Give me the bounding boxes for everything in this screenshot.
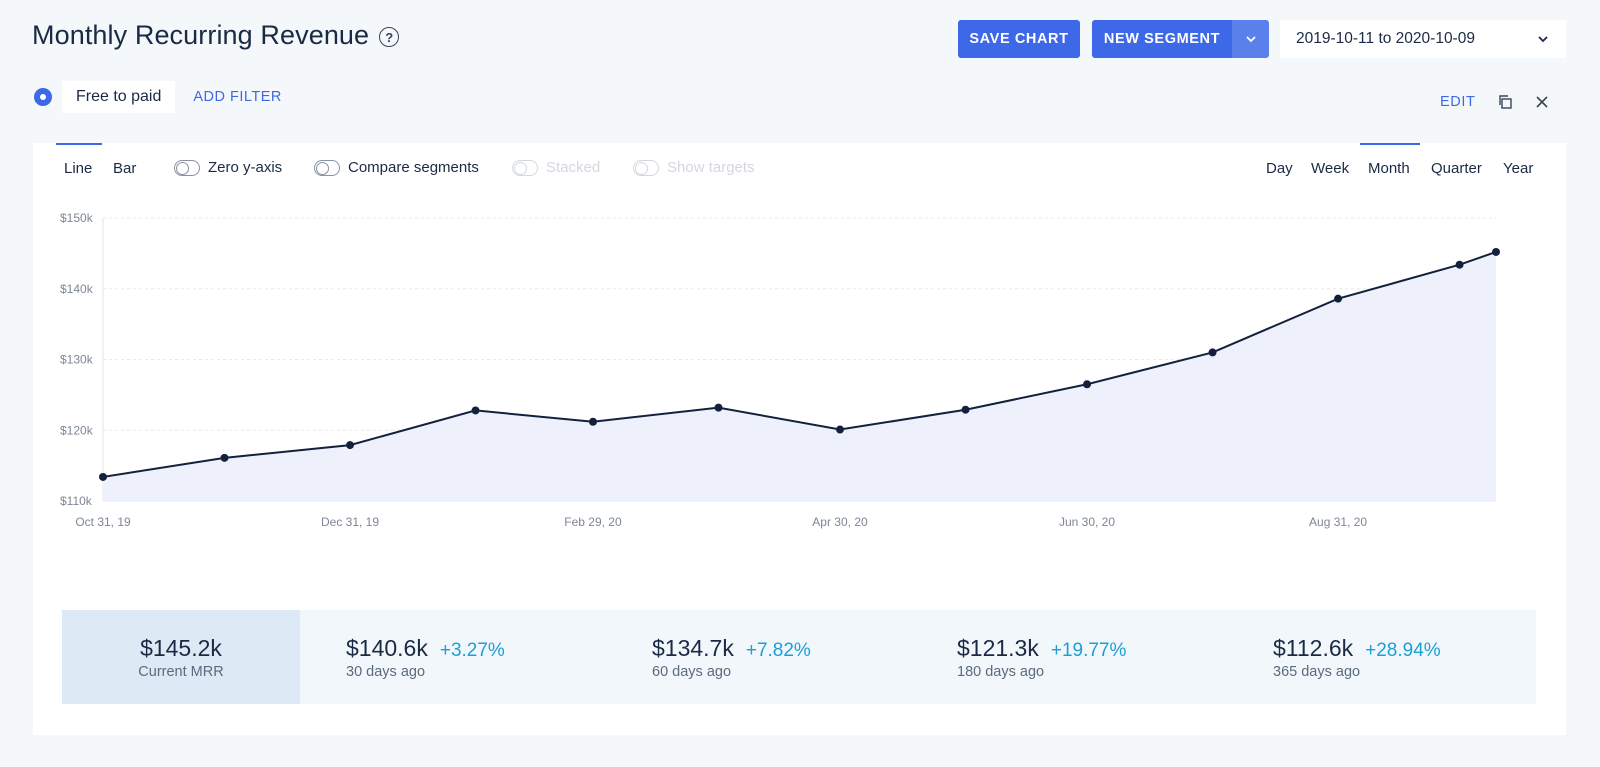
stats-bar: $145.2k Current MRR $140.6k +3.27% 30 day… [62,610,1536,704]
new-segment-dropdown-button[interactable] [1232,20,1269,58]
stat-change: +19.77% [1050,639,1127,661]
stat-label: 30 days ago [346,663,426,680]
page-title: Monthly Recurring Revenue [32,20,370,50]
close-icon[interactable] [1535,95,1549,109]
data-point[interactable] [99,472,107,481]
data-point[interactable] [1455,260,1464,269]
stat-60-days: $134.7k +7.82% 60 days ago [652,610,811,704]
tab-month[interactable]: Month [1368,160,1410,177]
y-tick-label: $150k [60,211,94,225]
tab-week[interactable]: Week [1311,160,1350,177]
tab-quarter[interactable]: Quarter [1431,160,1482,177]
add-filter-link[interactable]: ADD FILTER [193,89,282,105]
stat-label: 365 days ago [1273,663,1361,680]
mrr-chart[interactable]: $110k $120k $130k $140k $150k Oct 31, 19 Dec 3… [33,203,1566,543]
tab-day[interactable]: Day [1266,160,1293,177]
toggle-label: Show targets [667,159,755,176]
toggle-label: Zero y-axis [208,159,283,176]
stat-365-days: $112.6k +28.94% 365 days ago [1273,610,1441,704]
data-point[interactable] [346,441,355,450]
toggle-label: Compare segments [348,159,479,176]
toggle-show-targets: Show targets [633,159,755,176]
stat-change: +7.82% [745,639,811,661]
date-range-select[interactable]: 2019-10-11 to 2020-10-09 [1280,20,1566,58]
stat-value: $134.7k [652,634,734,661]
toggle-switch[interactable] [174,159,200,176]
y-tick-label: $130k [60,353,94,367]
chart-toolbar: Line Bar Zero y-axis Compare segments St… [33,143,1566,191]
stat-label: 180 days ago [957,663,1045,680]
y-tick-label: $120k [60,423,94,437]
data-point[interactable] [835,425,844,434]
data-point[interactable] [1083,380,1092,389]
data-point[interactable] [1492,247,1500,256]
stat-180-days: $121.3k +19.77% 180 days ago [957,610,1126,704]
toggle-stacked: Stacked [512,159,600,176]
tab-year[interactable]: Year [1503,160,1534,177]
stat-change: +3.27% [439,639,505,661]
x-tick-label: Aug 31, 20 [1309,515,1367,529]
chart-card: Line Bar Zero y-axis Compare segments St… [33,143,1566,735]
save-chart-button[interactable]: SAVE CHART [958,20,1080,58]
y-tick-label: $140k [60,282,94,296]
stat-current-mrr: $145.2k Current MRR [62,610,300,704]
data-point[interactable] [588,417,597,426]
stat-30-days: $140.6k +3.27% 30 days ago [346,610,505,704]
chevron-down-icon [1538,36,1548,43]
x-tick-label: Jun 30, 20 [1059,515,1115,529]
stat-label: 60 days ago [652,663,732,680]
title-row: Monthly Recurring Revenue ? [32,20,400,51]
active-chart-type-indicator [56,143,102,145]
help-icon[interactable]: ? [379,27,400,47]
card-actions: EDIT [1440,94,1549,110]
stat-label: Current MRR [138,663,224,680]
stat-value: $112.6k [1273,634,1354,661]
toggle-label: Stacked [546,159,601,176]
x-tick-label: Apr 30, 20 [812,515,868,529]
x-tick-label: Oct 31, 19 [75,515,131,529]
data-point[interactable] [220,453,229,462]
filter-row: Free to paid ADD FILTER [34,80,282,114]
toggle-zero-y-axis[interactable]: Zero y-axis [174,159,282,176]
x-tick-label: Dec 31, 19 [321,515,379,529]
x-tick-label: Feb 29, 20 [564,515,622,529]
y-tick-label: $110k [60,494,93,508]
stat-change: +28.94% [1365,639,1441,661]
toggle-compare-segments[interactable]: Compare segments [314,159,479,176]
segment-chip[interactable]: Free to paid [62,81,176,113]
stat-value: $121.3k [957,634,1039,661]
tab-bar[interactable]: Bar [113,160,137,177]
chevron-down-icon [1245,36,1256,43]
data-point[interactable] [1208,348,1217,357]
stat-value: $140.6k [346,634,428,661]
toggle-switch[interactable] [314,159,340,176]
stat-value: $145.2k [140,634,222,661]
data-point[interactable] [961,405,970,414]
toggle-switch [633,159,659,176]
active-period-indicator [1360,143,1420,145]
tab-line[interactable]: Line [64,160,93,177]
date-range-value: 2019-10-11 to 2020-10-09 [1296,30,1475,47]
copy-icon[interactable] [1497,94,1513,110]
data-point[interactable] [714,403,723,412]
data-point[interactable] [471,406,480,415]
data-point[interactable] [1334,294,1343,303]
area-fill [103,251,1496,501]
new-segment-button[interactable]: NEW SEGMENT [1092,20,1232,58]
segment-radio[interactable] [34,88,52,106]
toggle-switch [512,159,538,176]
edit-link[interactable]: EDIT [1440,94,1476,110]
